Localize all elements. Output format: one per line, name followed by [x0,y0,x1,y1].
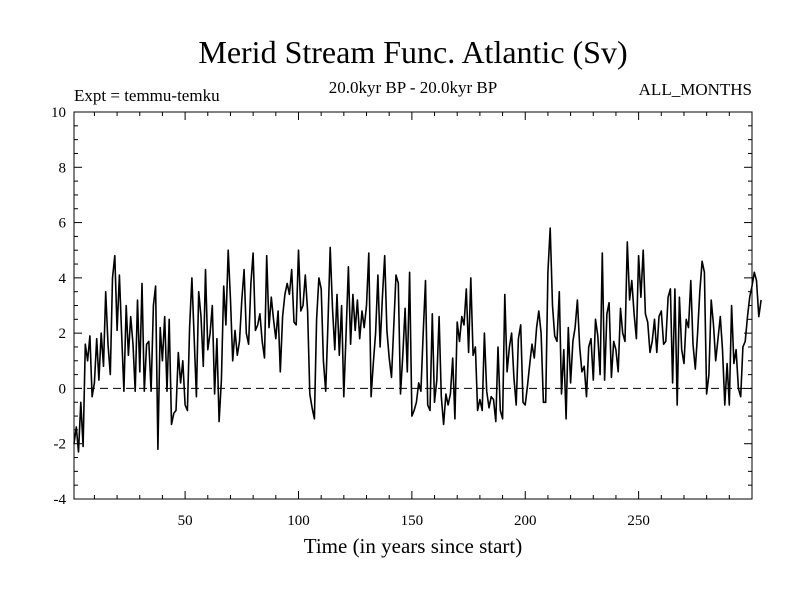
y-axis: -4 -2 0 2 4 6 8 10 [51,105,752,508]
months-label: ALL_MONTHS [639,80,752,99]
y-tick-label: -2 [54,437,67,453]
plot-frame [73,111,753,500]
series-line [73,227,762,453]
experiment-label: Expt = temmu-temku [74,86,220,105]
y-tick-label: 0 [59,381,67,397]
x-tick-label: 200 [514,513,537,529]
x-axis-label: Time (in years since start) [304,534,523,558]
chart-title: Merid Stream Func. Atlantic (Sv) [198,34,627,70]
time-range-label: 20.0kyr BP - 20.0kyr BP [329,78,497,97]
y-tick-label: 8 [59,160,67,176]
y-tick-label: 4 [59,271,67,287]
y-tick-label: 6 [59,216,67,232]
y-tick-label: -4 [54,492,67,508]
y-tick-label: 2 [59,326,67,342]
x-tick-label: 100 [287,513,310,529]
y-tick-label: 10 [51,105,66,121]
x-tick-label: 150 [401,513,424,529]
x-tick-label: 250 [627,513,650,529]
x-axis: 50 100 150 200 250 [93,112,753,529]
x-tick-label: 50 [178,513,193,529]
